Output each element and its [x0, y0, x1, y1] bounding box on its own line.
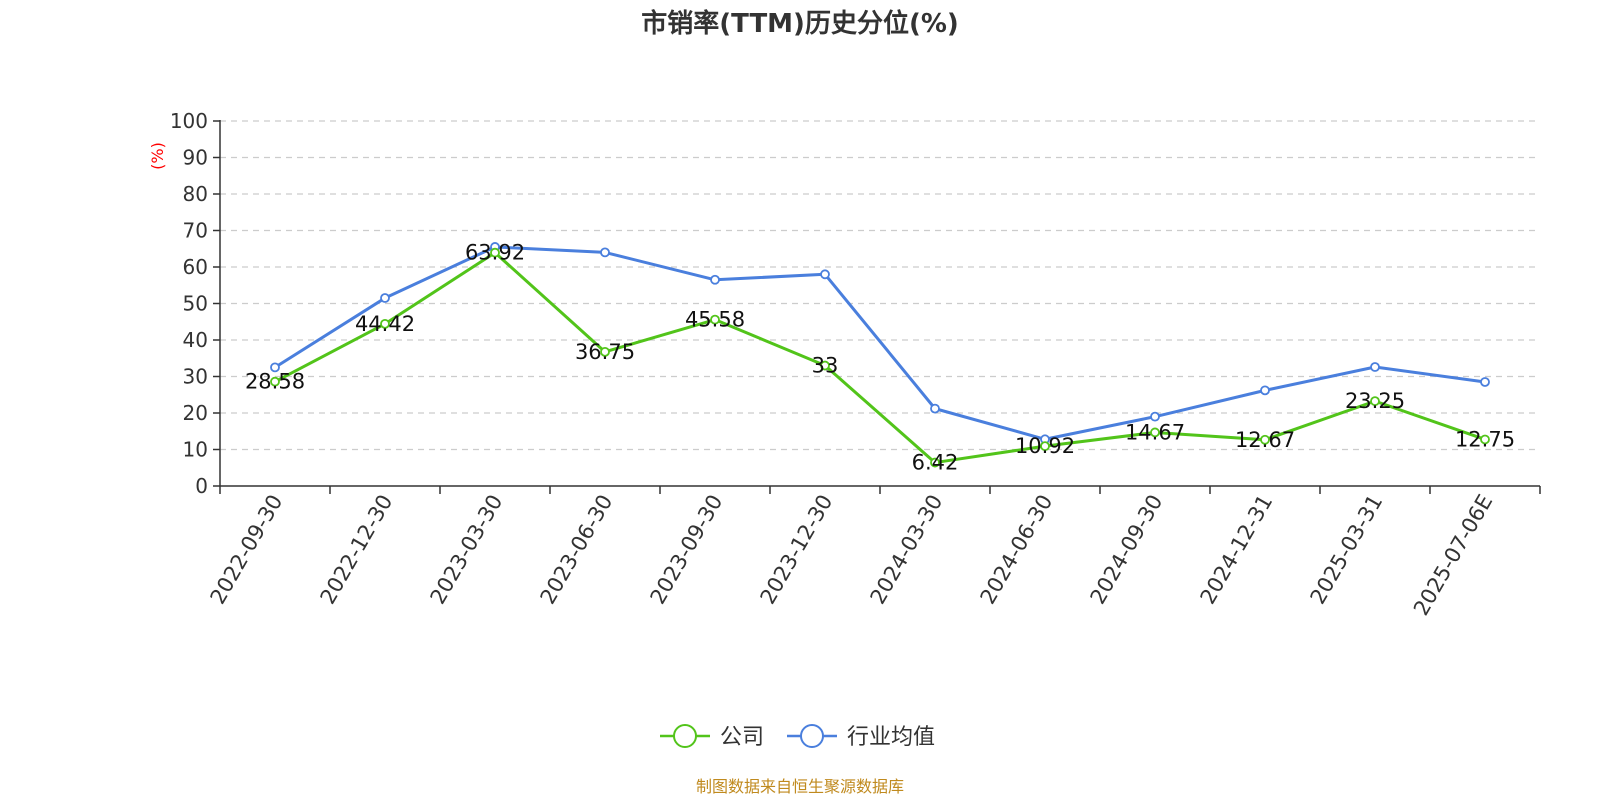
legend-symbol [800, 724, 824, 748]
series-point [490, 247, 500, 258]
series-point [270, 362, 280, 373]
data-labels: 28.58 44.42 63.92 36.75 45.58 33 6.42 10.92 14.6… [245, 241, 1515, 475]
y-tick-label: 90 [183, 146, 208, 170]
data-label: 12.75 [1455, 427, 1515, 451]
series-point [1370, 396, 1380, 407]
x-tick-label: 2022-09-30 [206, 491, 288, 609]
data-label: 28.58 [245, 370, 305, 394]
series-point [1040, 441, 1050, 452]
series-point [600, 346, 610, 357]
y-axis-ticks: 0 10 20 30 40 50 60 70 80 90 100 [170, 109, 220, 498]
series-point [380, 318, 390, 329]
series-point [1260, 385, 1270, 396]
data-label: 63.92 [465, 241, 525, 265]
x-axis-ticks: 2022-09-30 2022-12-30 2023-03-30 2023-06-30… [206, 486, 1541, 620]
series-point [1370, 362, 1380, 372]
series-point [380, 293, 390, 303]
series-point [930, 457, 940, 468]
series-layer [270, 242, 1490, 468]
series-point [1260, 434, 1270, 445]
data-label: 45.58 [685, 308, 745, 332]
y-tick-label: 60 [183, 255, 208, 279]
series-point [1150, 427, 1160, 438]
x-tick-label: 2024-03-30 [866, 491, 948, 609]
series-point [710, 274, 720, 285]
y-axis-unit: (%) [148, 142, 167, 170]
data-label: 6.42 [912, 451, 959, 475]
series-line [274, 245, 1486, 441]
data-label: 36.75 [575, 340, 635, 364]
series-point [1480, 377, 1490, 387]
grid [220, 120, 1540, 451]
legend-label: 公司 [720, 725, 764, 750]
y-tick-label: 50 [183, 292, 208, 316]
y-tick-label: 40 [183, 328, 208, 352]
data-label: 33 [812, 354, 839, 378]
x-tick-label: 2023-12-30 [756, 491, 838, 609]
y-tick-label: 30 [183, 365, 208, 389]
data-label: 12.67 [1235, 428, 1295, 452]
x-tick-label: 2023-06-30 [536, 491, 618, 609]
chart-title: 市销率(TTM)历史分位(%) [641, 8, 959, 39]
x-tick-label: 2022-12-30 [316, 491, 398, 609]
series-point [820, 269, 830, 280]
x-tick-label: 2023-03-30 [426, 491, 508, 609]
series-point [1150, 411, 1160, 422]
series-point [1480, 434, 1490, 445]
series-point [930, 403, 940, 414]
series-point [820, 360, 830, 371]
legend[interactable]: 公司 行业均值 [660, 724, 935, 750]
legend-symbol [673, 724, 697, 748]
data-label: 44.42 [355, 312, 415, 336]
x-tick-label: 2023-09-30 [646, 491, 728, 609]
series-point [710, 314, 720, 325]
x-tick-label: 2024-06-30 [976, 491, 1058, 609]
y-tick-label: 80 [183, 182, 208, 206]
x-tick-label: 2024-12-31 [1196, 491, 1278, 609]
x-tick-label: 2025-07-06E [1409, 491, 1497, 620]
series-point [270, 376, 280, 387]
y-tick-label: 0 [195, 474, 208, 498]
x-tick-label: 2024-09-30 [1086, 491, 1168, 609]
series-line [274, 251, 1486, 465]
legend-label: 行业均值 [847, 725, 935, 750]
data-label: 14.67 [1125, 420, 1185, 444]
y-tick-label: 20 [183, 401, 208, 425]
series-point [600, 247, 610, 258]
x-tick-label: 2025-03-31 [1306, 491, 1388, 609]
data-label: 23.25 [1345, 389, 1405, 413]
data-label: 10.92 [1015, 434, 1075, 458]
y-tick-label: 100 [170, 109, 208, 133]
y-tick-label: 10 [183, 438, 208, 462]
y-tick-label: 70 [183, 219, 208, 243]
source-note: 制图数据来自恒生聚源数据库 [696, 777, 904, 796]
